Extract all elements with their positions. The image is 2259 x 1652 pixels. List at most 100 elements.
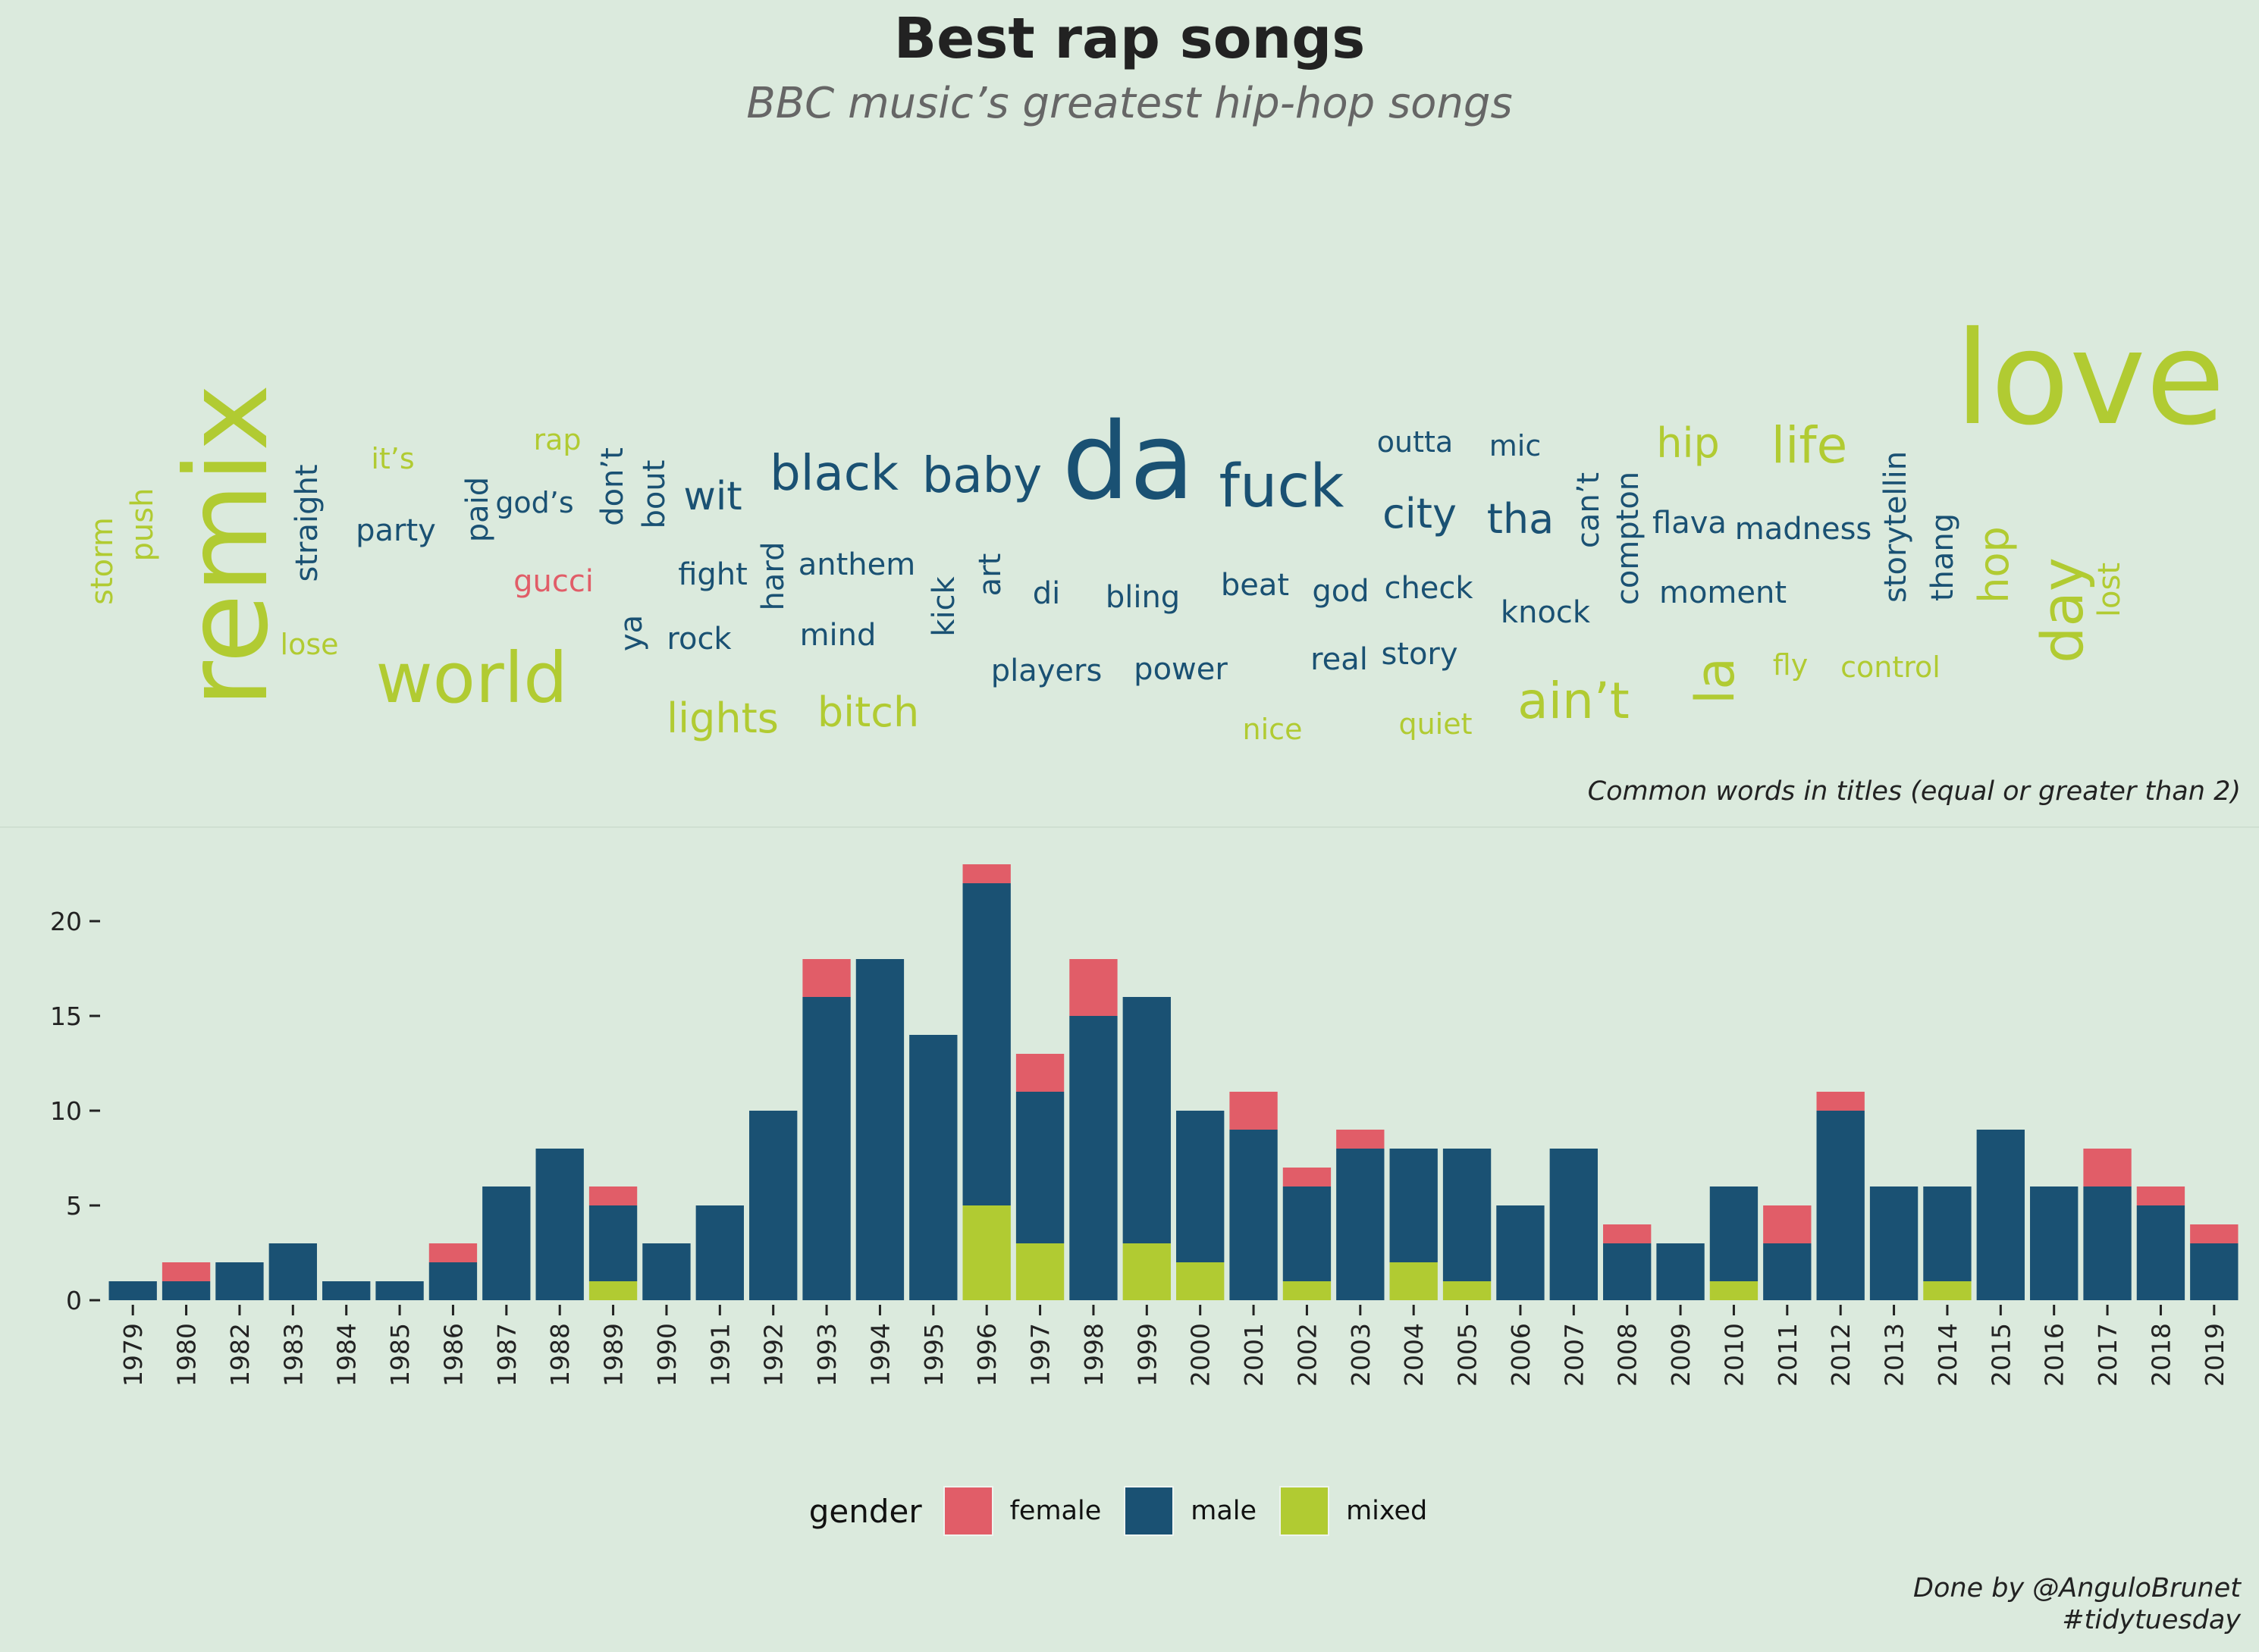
legend-title: gender [808,1492,922,1530]
cloud-word: can’t [1571,472,1606,549]
cloud-word: thang [1925,513,1960,602]
bar-male-1987 [482,1186,531,1300]
cloud-word: nice [1242,713,1303,746]
cloud-word: lose [280,628,339,661]
bar-female-2003 [1336,1130,1385,1149]
cloud-word: gucci [513,564,594,599]
x-tick-label: 2010 [1719,1323,1749,1387]
legend-item-male: male [1124,1486,1257,1536]
bar-mixed-1996 [962,1205,1011,1300]
bar-female-1996 [962,864,1011,883]
cloud-word: di [1032,576,1061,611]
x-tick-label: 2003 [1346,1323,1376,1387]
cloud-word: quiet [1398,707,1473,741]
x-tick-label: 1980 [172,1323,202,1387]
cloud-word: don’t [595,447,630,526]
bar-female-2012 [1816,1092,1865,1111]
legend-label-female: female [1009,1496,1102,1526]
cloud-word: storm [85,517,120,605]
x-tick-label: 1996 [972,1323,1002,1387]
cloud-word: real [1310,642,1368,677]
bar-male-2009 [1656,1243,1705,1300]
y-tick-label: 10 [50,1096,82,1126]
credit-hashtag: #tidytuesday [2062,1605,2241,1635]
cloud-word: it’s [371,442,415,475]
cloud-word: anthem [798,547,916,582]
word-cloud-caption: Common words in titles (equal or greater… [1587,776,2241,807]
cloud-word: madness [1734,512,1872,547]
bar-male-2007 [1549,1149,1598,1300]
x-tick-label: 2008 [1613,1323,1642,1387]
cloud-word: compton [1611,471,1646,606]
bar-male-1992 [749,1111,798,1300]
x-tick-label: 1988 [545,1323,575,1387]
bar-male-2002 [1282,1186,1332,1281]
bar-mixed-2004 [1389,1262,1438,1300]
bar-female-2017 [2083,1149,2132,1186]
bar-male-2001 [1229,1130,1278,1300]
cloud-word: city [1382,490,1457,538]
x-tick-label: 1999 [1132,1323,1162,1387]
stacked-bar-chart: 0 5 10 15 20 1979 1980 1982 1983 1984 1985 1986 198… [50,864,2239,1387]
x-tick-label: 2009 [1666,1323,1696,1387]
cloud-word: push [125,487,160,562]
cloud-word: lights [667,694,779,742]
bar-male-2016 [2030,1186,2079,1300]
x-tick-label: 2006 [1506,1323,1536,1387]
bar-male-2013 [1869,1186,1919,1300]
x-tick-label: 1991 [705,1323,735,1387]
x-tick-label: 1998 [1079,1323,1109,1387]
x-tick-label: 2005 [1453,1323,1482,1387]
cloud-word: art [973,553,1008,597]
bar-male-2017 [2083,1186,2132,1300]
bar-male-2008 [1603,1243,1652,1300]
bar-mixed-1999 [1122,1243,1171,1300]
bar-female-1998 [1069,959,1118,1016]
bars-group [108,864,2239,1300]
cloud-word: kick [927,576,962,637]
bar-male-2000 [1176,1111,1225,1262]
x-tick-label: 1989 [599,1323,629,1387]
bar-female-2019 [2190,1224,2239,1243]
x-tick-label: 1993 [812,1323,842,1387]
cloud-word: day [2028,557,2096,663]
bar-male-1990 [642,1243,691,1300]
bar-male-1999 [1122,997,1171,1243]
legend-label-male: male [1191,1496,1257,1526]
cloud-word: story [1381,637,1458,672]
bar-male-1997 [1015,1092,1065,1243]
bar-mixed-2002 [1282,1281,1332,1300]
legend-swatch-female [943,1486,993,1536]
cloud-word: fuck [1219,453,1344,521]
cloud-word: god [1312,574,1370,609]
bar-male-1998 [1069,1016,1118,1300]
bar-male-1989 [588,1205,638,1281]
x-tick-label: 1985 [385,1323,415,1387]
bar-female-1986 [428,1243,478,1262]
bar-male-2004 [1389,1149,1438,1262]
legend-swatch-mixed [1279,1486,1330,1536]
cloud-word: lost [2092,562,2127,618]
bar-male-1995 [909,1035,958,1300]
cloud-word: ya [614,614,649,652]
credit-author: Done by @AnguloBrunet [1913,1573,2241,1603]
bar-male-1985 [375,1281,424,1300]
bar-male-1980 [162,1281,211,1300]
x-tick-label: 2000 [1186,1323,1216,1387]
cloud-word: bling [1105,580,1181,615]
bar-male-2010 [1709,1186,1759,1281]
x-tick-label: 1983 [278,1323,308,1387]
word-cloud: storm push remix straight it’s party lose world… [85,315,2225,746]
bar-female-2018 [2136,1186,2185,1205]
cloud-word: world [375,638,568,719]
cloud-word: ain’t [1517,672,1630,730]
bar-female-2008 [1603,1224,1652,1243]
x-tick-label: 1992 [759,1323,789,1387]
x-tick-label: 2007 [1559,1323,1589,1387]
cloud-word: hop [1970,526,2018,603]
cloud-word: beat [1220,568,1290,603]
cloud-word: hip [1656,419,1720,467]
cloud-word: black [770,446,899,502]
x-axis: 1979 1980 1982 1983 1984 1985 1986 1987 1988 1989… [118,1305,2229,1387]
cloud-word: knock [1500,595,1591,630]
